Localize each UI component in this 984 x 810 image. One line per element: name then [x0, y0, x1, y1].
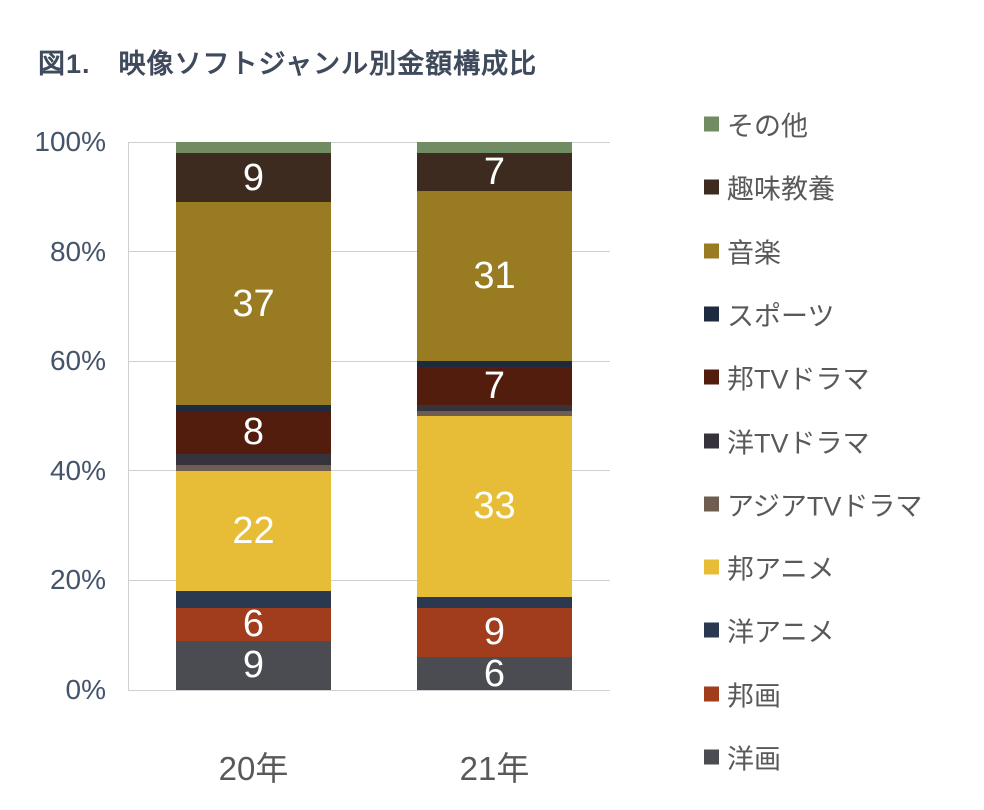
bar-segment: 22: [176, 470, 331, 592]
bar-segment: [176, 591, 331, 608]
legend-item-label: 洋画: [727, 744, 781, 775]
legend-item-label: アジアTVドラマ: [727, 491, 923, 522]
bar-segment: [176, 142, 331, 153]
chart-title: 図1. 映像ソフトジャンル別金額構成比: [38, 49, 538, 79]
gridline: [128, 141, 610, 143]
bar-segment: [176, 405, 331, 411]
legend-item: 邦画: [704, 674, 781, 713]
x-axis-category-label: 20年: [218, 750, 289, 787]
legend-item: 洋TVドラマ: [704, 421, 870, 460]
bar-segment: 9: [176, 152, 331, 203]
bar-segment: 33: [417, 416, 572, 597]
gridline: [128, 579, 610, 581]
gridline: [128, 251, 610, 253]
legend-item: 趣味教養: [704, 168, 835, 207]
y-axis-tick-label: 20%: [49, 564, 106, 596]
bar-segment-label: 7: [483, 151, 506, 194]
y-axis-tick-label: 40%: [49, 454, 106, 486]
bar-segment-label: 6: [483, 652, 506, 695]
y-axis-tick-label: 80%: [49, 235, 106, 267]
y-axis-line: [128, 142, 129, 690]
bar-segment: [417, 596, 572, 608]
legend-item: 洋画: [704, 738, 781, 777]
legend-item-label: 邦画: [727, 681, 781, 712]
legend-swatch: [704, 622, 719, 638]
y-axis-tick-label: 0%: [65, 674, 106, 705]
bar-segment: 7: [417, 364, 572, 407]
legend-item: 邦TVドラマ: [704, 358, 870, 397]
bar-segment: 7: [417, 151, 572, 194]
legend-item-label: 洋アニメ: [727, 617, 835, 648]
bar-segment: [176, 454, 331, 466]
bar-segment-label: 9: [242, 156, 265, 199]
bar-segment-label: 31: [473, 255, 516, 298]
legend-swatch: [704, 559, 719, 575]
bar-segment-label: 9: [483, 611, 506, 654]
bar-segment: 37: [176, 202, 331, 406]
bar-segment: 6: [417, 652, 572, 695]
bar-segment: [417, 405, 572, 411]
legend-item: 音楽: [704, 231, 781, 270]
bar-segment: 31: [417, 191, 572, 362]
legend-swatch: [704, 496, 719, 512]
bar-segment: 9: [176, 640, 331, 690]
legend-swatch: [704, 179, 719, 195]
legend-swatch: [704, 116, 719, 132]
legend-swatch: [704, 243, 719, 259]
y-axis-tick-label: 60%: [49, 345, 106, 377]
y-axis-tick-label: 100%: [34, 126, 106, 157]
bar-segment-label: 37: [232, 282, 275, 325]
bar-segment-label: 8: [242, 411, 265, 454]
bar-segment: [417, 142, 572, 153]
legend-item: その他: [704, 105, 808, 144]
legend-swatch: [704, 686, 719, 702]
legend-item: 邦アニメ: [704, 548, 834, 587]
x-axis-category-label: 21年: [459, 750, 530, 787]
legend-item: アジアTVドラマ: [704, 484, 922, 523]
bar-segment: [417, 361, 572, 367]
legend-item: 洋アニメ: [704, 611, 834, 650]
legend-item-label: 邦TVドラマ: [727, 364, 870, 395]
legend-swatch: [704, 306, 719, 322]
legend-item-label: 洋TVドラマ: [727, 428, 870, 458]
bar-segment: 8: [176, 410, 331, 455]
bar-segment-label: 22: [232, 510, 275, 553]
gridline: [128, 360, 610, 362]
legend-item-label: 趣味教養: [727, 174, 835, 205]
legend-item: スポーツ: [704, 294, 834, 333]
legend-item-label: その他: [727, 111, 808, 142]
bar-segment: 6: [176, 603, 331, 646]
legend-swatch: [704, 749, 719, 765]
bar-segment-label: 9: [242, 644, 265, 687]
gridline: [128, 689, 610, 691]
bar-segment-label: 33: [473, 485, 516, 528]
bar-segment-label: 6: [242, 603, 265, 646]
bar-segment: [417, 410, 572, 416]
legend-swatch: [704, 433, 719, 448]
legend-item-label: 邦アニメ: [727, 554, 835, 585]
legend-swatch: [704, 369, 719, 385]
legend-item-label: スポーツ: [727, 301, 835, 332]
gridline: [128, 470, 610, 472]
bar-segment-label: 7: [483, 364, 506, 407]
bar-segment: 9: [417, 607, 572, 658]
bar-segment: [176, 465, 331, 471]
legend-item-label: 音楽: [727, 238, 781, 269]
